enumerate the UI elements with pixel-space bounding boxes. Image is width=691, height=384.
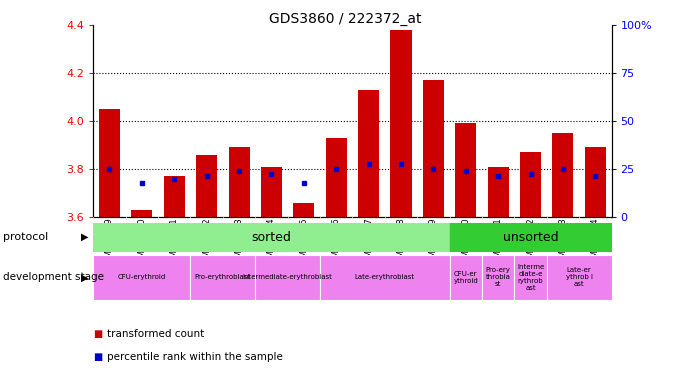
Bar (325, 138, 347, 217)
Bar (358, 90, 379, 217)
Text: CFU-erythroid: CFU-erythroid (117, 275, 166, 280)
Text: GSM559689: GSM559689 (105, 217, 114, 268)
Text: ▶: ▶ (81, 232, 88, 242)
Bar (520, 152, 541, 217)
Text: GSM559702: GSM559702 (526, 217, 535, 268)
Text: GSM559692: GSM559692 (202, 217, 211, 268)
Bar (293, 203, 314, 217)
Text: GSM559697: GSM559697 (364, 217, 373, 268)
Bar (196, 155, 217, 217)
Text: unsorted: unsorted (503, 231, 558, 243)
Text: GSM559695: GSM559695 (299, 217, 308, 268)
Text: GSM559701: GSM559701 (493, 217, 502, 268)
Text: Late-er
ythrob l
ast: Late-er ythrob l ast (566, 267, 593, 288)
Bar (93, 255, 191, 300)
Text: GSM559696: GSM559696 (332, 217, 341, 268)
Bar (261, 167, 282, 217)
Bar (450, 255, 482, 300)
Text: development stage: development stage (3, 272, 104, 283)
Bar (488, 167, 509, 217)
Text: GSM559690: GSM559690 (138, 217, 146, 268)
Bar (390, 30, 412, 217)
Text: GSM559694: GSM559694 (267, 217, 276, 268)
Text: GSM559698: GSM559698 (397, 217, 406, 268)
Bar (423, 80, 444, 217)
Bar (131, 210, 153, 217)
Text: protocol: protocol (3, 232, 48, 242)
Bar (585, 147, 606, 217)
Text: Pro-ery
throbla
st: Pro-ery throbla st (486, 267, 511, 288)
Text: GSM559691: GSM559691 (170, 217, 179, 268)
Text: CFU-er
ythroid: CFU-er ythroid (453, 271, 478, 284)
Bar (229, 147, 249, 217)
Bar (93, 223, 450, 252)
Text: transformed count: transformed count (107, 329, 205, 339)
Bar (547, 255, 612, 300)
Text: Intermediate-erythroblast: Intermediate-erythroblast (243, 275, 332, 280)
Text: GSM559700: GSM559700 (462, 217, 471, 268)
Text: sorted: sorted (252, 231, 292, 243)
Bar (99, 109, 120, 217)
Text: Interme
diate-e
rythrob
ast: Interme diate-e rythrob ast (517, 264, 545, 291)
Bar (552, 133, 574, 217)
Bar (191, 255, 255, 300)
Bar (482, 255, 514, 300)
Bar (164, 176, 184, 217)
Text: ■: ■ (93, 329, 102, 339)
Text: Late-erythroblast: Late-erythroblast (354, 275, 415, 280)
Bar (255, 255, 320, 300)
Bar (320, 255, 450, 300)
Text: ■: ■ (93, 352, 102, 362)
Text: GSM559699: GSM559699 (429, 217, 438, 268)
Bar (450, 223, 612, 252)
Text: GDS3860 / 222372_at: GDS3860 / 222372_at (269, 12, 422, 25)
Text: Pro-erythroblast: Pro-erythroblast (195, 275, 251, 280)
Text: GSM559703: GSM559703 (558, 217, 567, 268)
Text: GSM559693: GSM559693 (234, 217, 243, 268)
Text: percentile rank within the sample: percentile rank within the sample (107, 352, 283, 362)
Text: ▶: ▶ (81, 272, 88, 283)
Bar (514, 255, 547, 300)
Text: GSM559704: GSM559704 (591, 217, 600, 268)
Bar (455, 123, 476, 217)
